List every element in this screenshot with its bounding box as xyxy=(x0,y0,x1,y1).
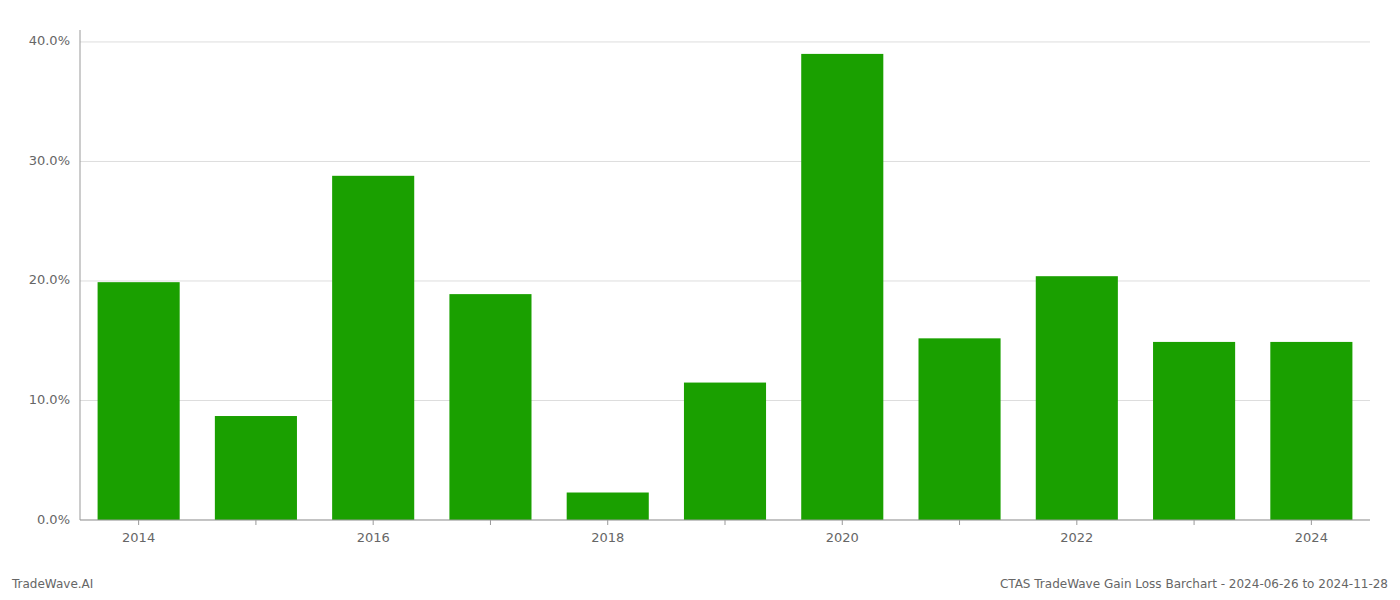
x-tick-label: 2022 xyxy=(1060,530,1093,545)
x-tick xyxy=(607,520,608,525)
chart-container: 0.0% 10.0% 20.0% 30.0% 40.0% 2014 2016 2018 2020… xyxy=(0,0,1400,600)
x-tick xyxy=(490,520,491,525)
grid-line xyxy=(80,41,1370,42)
bar xyxy=(215,416,297,520)
footer-annotation: CTAS TradeWave Gain Loss Barchart - 2024… xyxy=(1000,577,1388,591)
x-tick xyxy=(1194,520,1195,525)
grid xyxy=(80,42,1370,520)
bar xyxy=(1270,342,1352,520)
bar xyxy=(449,294,531,520)
y-tick-label: 40.0% xyxy=(29,33,70,48)
x-tick xyxy=(255,520,256,525)
x-tick-label: 2020 xyxy=(826,530,859,545)
x-tick xyxy=(725,520,726,525)
grid-line xyxy=(80,280,1370,281)
bar xyxy=(98,282,180,520)
bar xyxy=(1153,342,1235,520)
bar xyxy=(919,338,1001,520)
x-tick-label: 2018 xyxy=(591,530,624,545)
bar xyxy=(684,383,766,520)
y-tick-label: 0.0% xyxy=(37,512,70,527)
grid-line xyxy=(80,161,1370,162)
bar xyxy=(801,54,883,520)
x-tick xyxy=(1076,520,1077,525)
y-tick-label: 30.0% xyxy=(29,153,70,168)
x-tick-label: 2024 xyxy=(1295,530,1328,545)
bar xyxy=(567,493,649,520)
x-tick-label: 2016 xyxy=(357,530,390,545)
bar xyxy=(1036,276,1118,520)
x-tick xyxy=(138,520,139,525)
x-tick-label: 2014 xyxy=(122,530,155,545)
chart-svg: 0.0% 10.0% 20.0% 30.0% 40.0% 2014 2016 2018 2020… xyxy=(0,0,1400,600)
bar xyxy=(332,176,414,520)
y-axis-line xyxy=(80,30,81,520)
bars xyxy=(98,54,1353,520)
y-tick-label: 10.0% xyxy=(29,392,70,407)
x-tick xyxy=(1311,520,1312,525)
footer-annotation: TradeWave.AI xyxy=(11,577,93,591)
x-tick xyxy=(959,520,960,525)
x-tick xyxy=(373,520,374,525)
x-tick xyxy=(842,520,843,525)
y-tick-label: 20.0% xyxy=(29,272,70,287)
